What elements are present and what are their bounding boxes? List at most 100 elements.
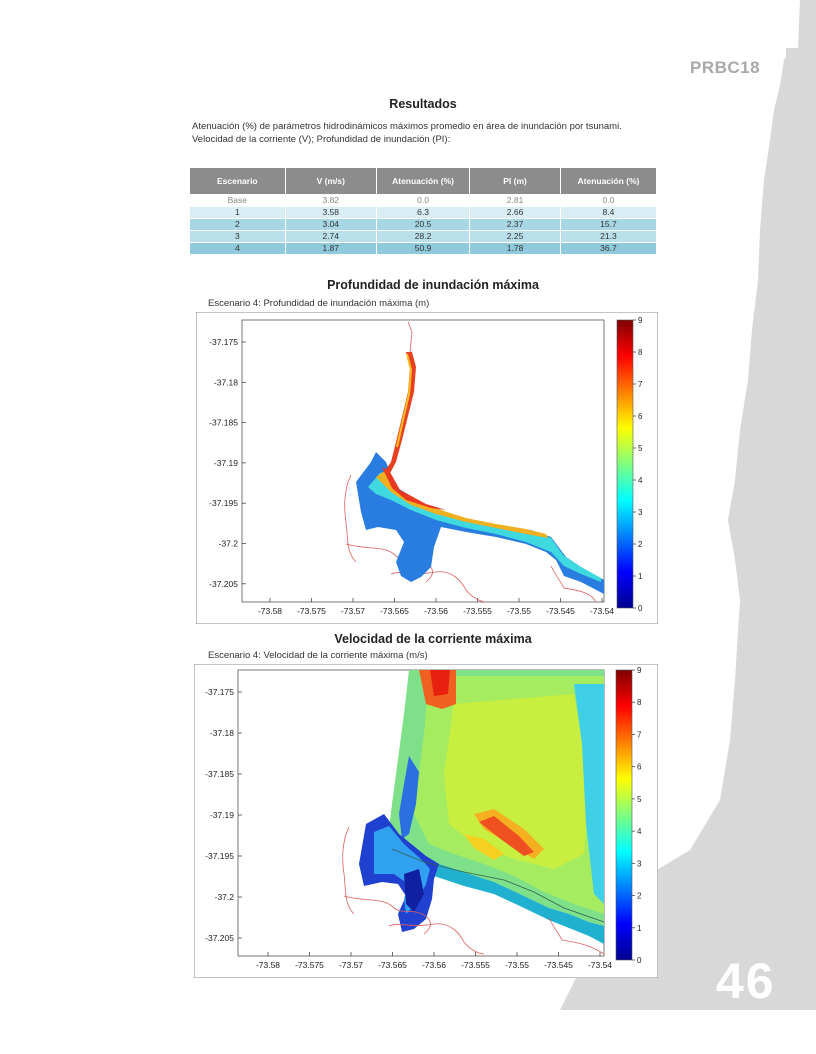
colorbar-tick-label: 1	[637, 924, 642, 933]
colorbar-tick-label: 3	[638, 508, 643, 517]
results-caption-line2: Velocidad de la corriente (V); Profundid…	[192, 134, 451, 145]
y-tick-label: -37.185	[209, 418, 238, 428]
y-tick-label: -37.185	[205, 769, 234, 779]
colorbar-tick-label: 4	[637, 827, 642, 836]
x-tick-label: -73.57	[341, 606, 365, 616]
map2-subtitle: Escenario 4: Velocidad de la corriente m…	[208, 650, 428, 661]
y-tick-label: -37.195	[209, 498, 238, 508]
y-tick-label: -37.2	[215, 892, 235, 902]
colorbar-tick-label: 0	[638, 604, 643, 613]
page-number: 46	[716, 953, 776, 1009]
table-cell: 0.0	[560, 194, 656, 207]
x-tick-label: -73.545	[546, 606, 575, 616]
table-row: 4 1.87 50.9 1.78 36.7	[190, 242, 656, 254]
y-tick-label: -37.19	[214, 458, 238, 468]
x-tick-label: -73.56	[422, 960, 446, 970]
x-tick-label: -73.54	[590, 606, 614, 616]
table-cell: 1	[190, 206, 286, 219]
y-tick-label: -37.2	[219, 539, 239, 549]
table-header: V (m/s)	[285, 168, 377, 195]
x-tick-label: -73.57	[339, 960, 363, 970]
table-cell: 1.78	[469, 242, 561, 254]
map1-title: Profundidad de inundación máxima	[327, 278, 539, 292]
y-tick-label: -37.175	[205, 687, 234, 697]
table-cell: 4	[190, 242, 286, 254]
table-cell: 20.5	[376, 218, 471, 231]
table-cell: 6.3	[376, 206, 471, 219]
results-table: Escenario V (m/s) Atenuación (%) PI (m) …	[190, 168, 656, 254]
table-header: Atenuación (%)	[560, 168, 656, 195]
table-cell: 3.58	[285, 206, 377, 219]
table-row: 1 3.58 6.3 2.66 8.4	[190, 206, 656, 219]
x-tick-label: -73.555	[463, 606, 492, 616]
colorbar-tick-label: 4	[638, 476, 643, 485]
table-cell: 50.9	[376, 242, 471, 254]
colorbar-tick-label: 8	[638, 348, 643, 357]
results-title: Resultados	[389, 97, 457, 111]
table-row: 3 2.74 28.2 2.25 21.3	[190, 230, 656, 243]
x-tick-label: -73.56	[424, 606, 448, 616]
document-code: PRBC18	[690, 58, 761, 77]
table-header-row: Escenario V (m/s) Atenuación (%) PI (m) …	[190, 168, 656, 195]
x-tick-label: -73.575	[295, 960, 324, 970]
x-tick-label: -73.55	[505, 960, 529, 970]
table-row: 2 3.04 20.5 2.37 15.7	[190, 218, 656, 231]
colorbar-tick-label: 0	[637, 956, 642, 965]
table-cell: 15.7	[560, 218, 656, 231]
colorbar-tick-label: 5	[638, 444, 643, 453]
colorbar-tick-label: 5	[637, 795, 642, 804]
table-cell: 3.82	[285, 194, 377, 207]
colorbar-tick-label: 8	[637, 698, 642, 707]
colorbar-tick-label: 2	[637, 892, 642, 901]
x-tick-label: -73.575	[297, 606, 326, 616]
table-header: Atenuación (%)	[376, 168, 471, 195]
table-header: PI (m)	[469, 168, 561, 195]
table-header: Escenario	[190, 168, 286, 195]
y-tick-label: -37.205	[209, 579, 238, 589]
table-cell: 1.87	[285, 242, 377, 254]
map2-title: Velocidad de la corriente máxima	[334, 632, 532, 646]
table-cell: 2.81	[469, 194, 561, 207]
table-cell: 28.2	[376, 230, 471, 243]
y-tick-label: -37.195	[205, 851, 234, 861]
colorbar-tick-label: 6	[638, 412, 643, 421]
colorbar-tick-label: 2	[638, 540, 643, 549]
y-tick-label: -37.18	[210, 728, 234, 738]
colorbar-tick-label: 9	[638, 316, 643, 325]
y-tick-label: -37.205	[205, 933, 234, 943]
x-tick-label: -73.55	[507, 606, 531, 616]
x-tick-label: -73.565	[380, 606, 409, 616]
colorbar-tick-label: 6	[637, 763, 642, 772]
x-tick-label: -73.545	[544, 960, 573, 970]
table-cell: 0.0	[376, 194, 471, 207]
table-cell: Base	[190, 194, 286, 207]
table-cell: 2.37	[469, 218, 561, 231]
colorbar-tick-label: 3	[637, 859, 642, 868]
table-cell: 36.7	[560, 242, 656, 254]
current-velocity-map: -37.175 -37.18 -37.185 -37.19 -37.195 -37.2 -3…	[194, 664, 658, 978]
table-cell: 2.25	[469, 230, 561, 243]
x-tick-label: -73.58	[256, 960, 280, 970]
table-cell: 2	[190, 218, 286, 231]
table-cell: 3	[190, 230, 286, 243]
x-tick-label: -73.555	[461, 960, 490, 970]
map1-subtitle: Escenario 4: Profundidad de inundación m…	[208, 298, 430, 309]
table-cell: 2.74	[285, 230, 377, 243]
table-row: Base 3.82 0.0 2.81 0.0	[190, 194, 656, 207]
table-cell: 2.66	[469, 206, 561, 219]
table-cell: 21.3	[560, 230, 656, 243]
colorbar-tick-label: 7	[638, 380, 643, 389]
x-tick-label: -73.565	[378, 960, 407, 970]
y-tick-label: -37.175	[209, 337, 238, 347]
results-caption-line1: Atenuación (%) de parámetros hidrodinámi…	[192, 121, 622, 132]
table-cell: 8.4	[560, 206, 656, 219]
x-tick-label: -73.58	[258, 606, 282, 616]
inundation-depth-map: -37.175 -37.18 -37.185 -37.19 -37.195 -37.2 -3…	[196, 312, 658, 624]
y-tick-label: -37.18	[214, 377, 238, 387]
colorbar-tick-label: 9	[637, 666, 642, 675]
table-cell: 3.04	[285, 218, 377, 231]
colorbar-tick-label: 7	[637, 730, 642, 739]
colorbar-tick-label: 1	[638, 572, 643, 581]
y-tick-label: -37.19	[210, 810, 234, 820]
x-tick-label: -73.54	[588, 960, 612, 970]
